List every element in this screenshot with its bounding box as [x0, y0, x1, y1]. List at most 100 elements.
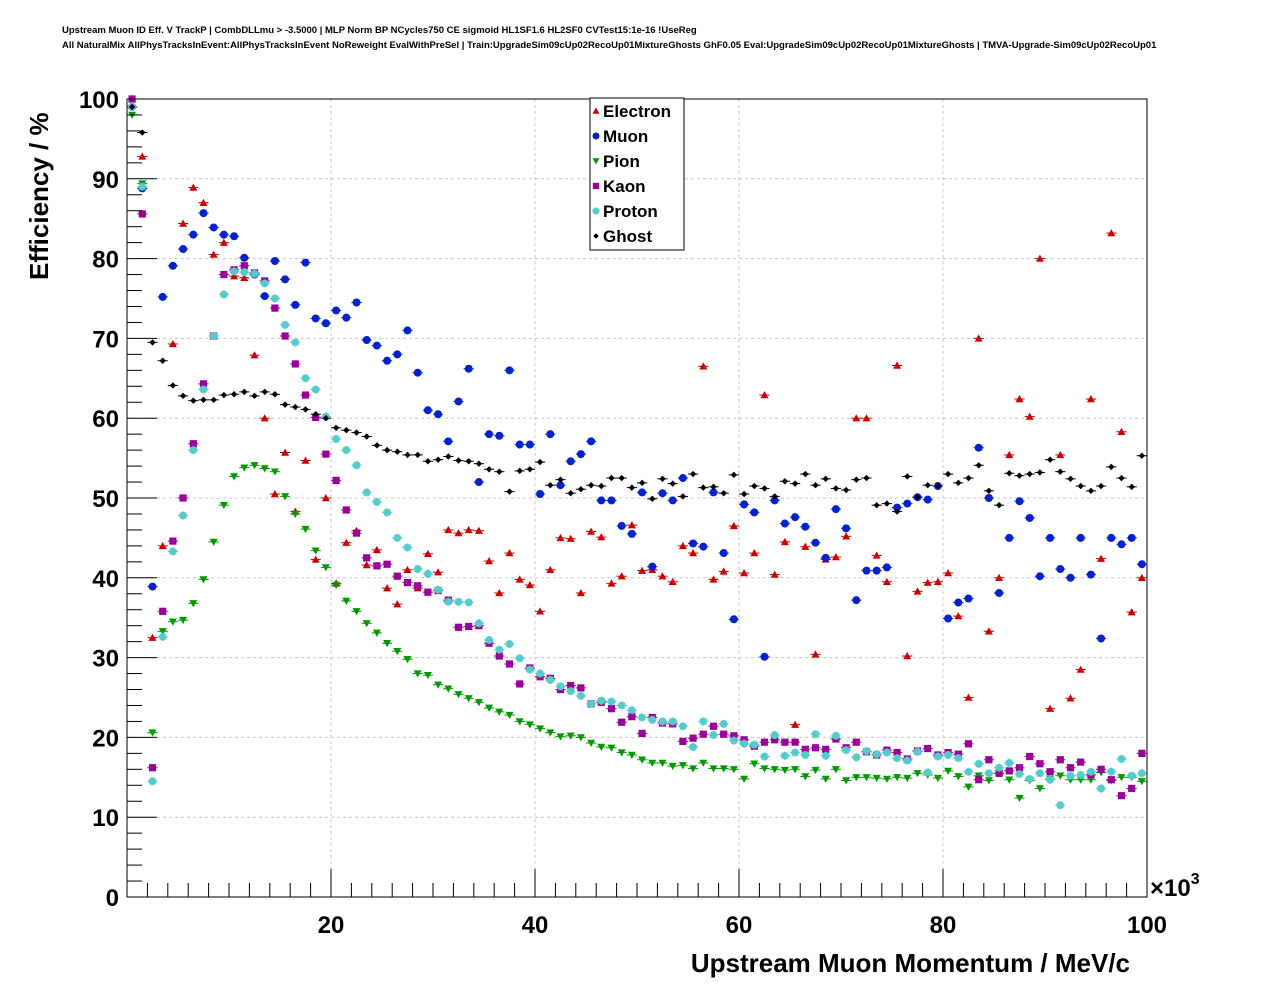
data-point-ghost: [1138, 452, 1146, 459]
data-point-kaon: [628, 713, 636, 721]
data-point-ghost: [210, 396, 217, 404]
legend-label-pion: Pion: [603, 152, 640, 171]
data-point-ghost: [1087, 487, 1095, 495]
data-point-electron: [984, 627, 993, 635]
data-point-electron: [1137, 573, 1146, 581]
data-point-electron: [1076, 665, 1085, 673]
data-point-electron: [434, 568, 443, 576]
data-point-muon: [1035, 572, 1044, 581]
data-point-ghost: [557, 476, 564, 483]
data-point-electron: [791, 720, 800, 728]
data-point-ghost: [179, 392, 187, 400]
legend-label-muon: Muon: [603, 127, 648, 146]
data-point-pion: [913, 770, 922, 778]
data-point-kaon: [505, 660, 514, 668]
y-tick-label: 100: [79, 87, 119, 114]
data-point-muon: [209, 223, 218, 232]
data-point-proton: [974, 759, 983, 768]
data-point-electron: [209, 250, 218, 258]
data-point-muon: [515, 440, 524, 449]
data-point-muon: [230, 232, 239, 241]
data-point-muon: [852, 596, 861, 605]
data-point-ghost: [955, 479, 962, 487]
data-point-kaon: [240, 262, 248, 270]
data-point-electron: [138, 152, 147, 160]
data-point-pion: [607, 744, 616, 752]
data-point-pion: [505, 711, 514, 720]
data-point-pion: [903, 774, 912, 783]
data-point-electron: [383, 584, 392, 592]
data-point-proton: [566, 687, 575, 696]
data-point-kaon: [689, 734, 697, 742]
data-point-pion: [209, 538, 218, 546]
data-point-muon: [281, 275, 290, 284]
data-point-pion: [311, 547, 320, 555]
data-point-pion: [281, 493, 290, 501]
data-point-pion: [301, 525, 310, 534]
data-point-proton: [260, 279, 269, 288]
data-point-muon: [393, 350, 402, 359]
data-point-proton: [1076, 770, 1085, 779]
data-point-proton: [842, 746, 851, 755]
data-point-ghost: [547, 482, 554, 489]
data-point-muon: [719, 549, 728, 558]
data-point-muon: [893, 503, 902, 512]
data-point-ghost: [924, 482, 931, 489]
data-point-pion: [801, 773, 810, 781]
data-point-pion: [617, 749, 626, 757]
data-point-ghost: [985, 487, 993, 495]
data-point-pion: [352, 608, 361, 616]
data-point-ghost: [1118, 474, 1125, 482]
data-point-proton: [668, 717, 677, 726]
data-point-pion: [362, 620, 371, 628]
data-point-muon: [1076, 533, 1085, 542]
data-point-electron: [311, 555, 320, 563]
data-point-muon: [770, 496, 779, 505]
data-point-proton: [882, 748, 891, 757]
data-point-proton: [189, 446, 198, 455]
data-point-muon: [179, 245, 188, 254]
data-point-electron: [729, 521, 738, 530]
data-point-electron: [199, 198, 208, 206]
y-tick-label: 60: [92, 406, 119, 433]
data-point-proton: [872, 750, 881, 759]
data-point-kaon: [271, 304, 279, 312]
data-point-ghost: [230, 391, 238, 398]
data-point-kaon: [454, 623, 463, 631]
x-tick-label: 20: [318, 912, 345, 939]
data-point-proton: [801, 750, 810, 759]
data-point-pion: [872, 774, 881, 783]
data-point-proton: [179, 511, 188, 520]
data-point-muon: [882, 563, 891, 572]
data-point-muon: [423, 406, 432, 415]
data-point-pion: [627, 751, 636, 759]
data-point-proton: [281, 320, 290, 329]
data-point-ghost: [842, 486, 850, 494]
data-point-electron: [342, 538, 351, 546]
legend-label-proton: Proton: [603, 202, 658, 221]
data-point-pion: [780, 766, 789, 775]
data-point-muon: [158, 292, 167, 301]
data-point-muon: [576, 450, 585, 459]
data-point-electron: [903, 652, 912, 660]
legend-label-electron: Electron: [603, 102, 671, 121]
data-point-proton: [383, 508, 392, 517]
data-point-pion: [546, 729, 555, 737]
data-point-ghost: [220, 391, 228, 399]
data-point-kaon: [1138, 749, 1146, 757]
data-point-ghost: [689, 470, 697, 478]
data-point-proton: [597, 696, 606, 705]
data-point-ghost: [414, 451, 421, 459]
data-point-electron: [168, 339, 177, 348]
data-point-electron: [485, 557, 494, 565]
data-point-kaon: [1026, 752, 1034, 761]
data-point-pion: [709, 765, 718, 773]
data-point-electron: [933, 577, 942, 585]
data-point-kaon: [332, 476, 340, 485]
data-point-proton: [1127, 771, 1136, 780]
data-point-proton: [760, 752, 769, 761]
data-point-muon: [321, 319, 330, 328]
data-point-electron: [1005, 450, 1014, 459]
data-point-ghost: [363, 433, 370, 440]
data-point-pion: [230, 473, 239, 481]
